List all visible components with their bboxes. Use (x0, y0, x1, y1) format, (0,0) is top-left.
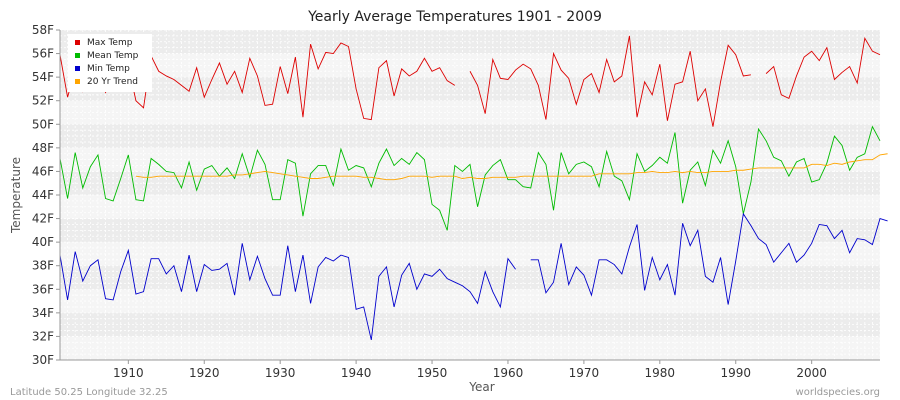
series-line-max-temp (469, 35, 751, 127)
legend-swatch-mean-temp (75, 53, 80, 58)
legend-box (68, 34, 152, 92)
legend: Max Temp Mean Temp Min Temp 20 Yr Trend (68, 34, 152, 92)
x-tick-label: 1950 (417, 366, 448, 380)
legend-swatch-min-temp (75, 66, 80, 71)
y-tick-label: 52F (32, 94, 54, 108)
y-tick-label: 40F (32, 235, 54, 249)
y-tick-label: 46F (32, 164, 54, 178)
x-tick-label: 1910 (113, 366, 144, 380)
series-layer (59, 35, 888, 341)
y-axis-ticks: 30F 32F 34F 36F 38F 40F 42F 44F 46F 48F 50F 52F 54F 5… (32, 23, 60, 367)
series-line-min-temp (59, 243, 516, 341)
x-tick-label: 2000 (796, 366, 827, 380)
series-line-max-temp (765, 36, 881, 99)
y-tick-label: 38F (32, 259, 54, 273)
y-tick-label: 30F (32, 353, 54, 367)
x-tick-label: 1940 (341, 366, 372, 380)
legend-swatch-20-yr-trend (75, 79, 80, 84)
legend-swatch-max-temp (75, 40, 80, 45)
y-tick-label: 48F (32, 141, 54, 155)
y-tick-label: 56F (32, 47, 54, 61)
legend-label-20-yr-trend: 20 Yr Trend (87, 77, 138, 87)
x-axis-ticks: 1910 1920 1930 1940 1950 1960 1970 1980 1990 2000 (113, 360, 827, 380)
grid-lines (59, 29, 881, 361)
legend-label-mean-temp: Mean Temp (87, 51, 139, 61)
legend-label-min-temp: Min Temp (87, 64, 130, 74)
y-tick-label: 42F (32, 212, 54, 226)
y-tick-label: 36F (32, 282, 54, 296)
y-tick-label: 32F (32, 329, 54, 343)
footer-source: worldspecies.org (796, 387, 880, 398)
y-tick-label: 58F (32, 23, 54, 37)
y-axis-label: Temperature (9, 157, 23, 234)
footer-location: Latitude 50.25 Longitude 32.25 (10, 387, 168, 398)
y-tick-label: 50F (32, 117, 54, 131)
x-tick-label: 1960 (493, 366, 524, 380)
x-tick-label: 1980 (645, 366, 676, 380)
x-axis-label: Year (468, 380, 494, 394)
x-tick-label: 1930 (265, 366, 296, 380)
y-tick-label: 34F (32, 306, 54, 320)
legend-label-max-temp: Max Temp (87, 38, 133, 48)
series-line-min-temp (530, 212, 888, 305)
series-line-20-yr-trend (135, 153, 888, 181)
x-tick-label: 1970 (569, 366, 600, 380)
y-tick-label: 44F (32, 188, 54, 202)
y-tick-label: 54F (32, 70, 54, 84)
x-tick-label: 1920 (189, 366, 220, 380)
chart-title: Yearly Average Temperatures 1901 - 2009 (307, 9, 602, 25)
x-tick-label: 1990 (720, 366, 751, 380)
